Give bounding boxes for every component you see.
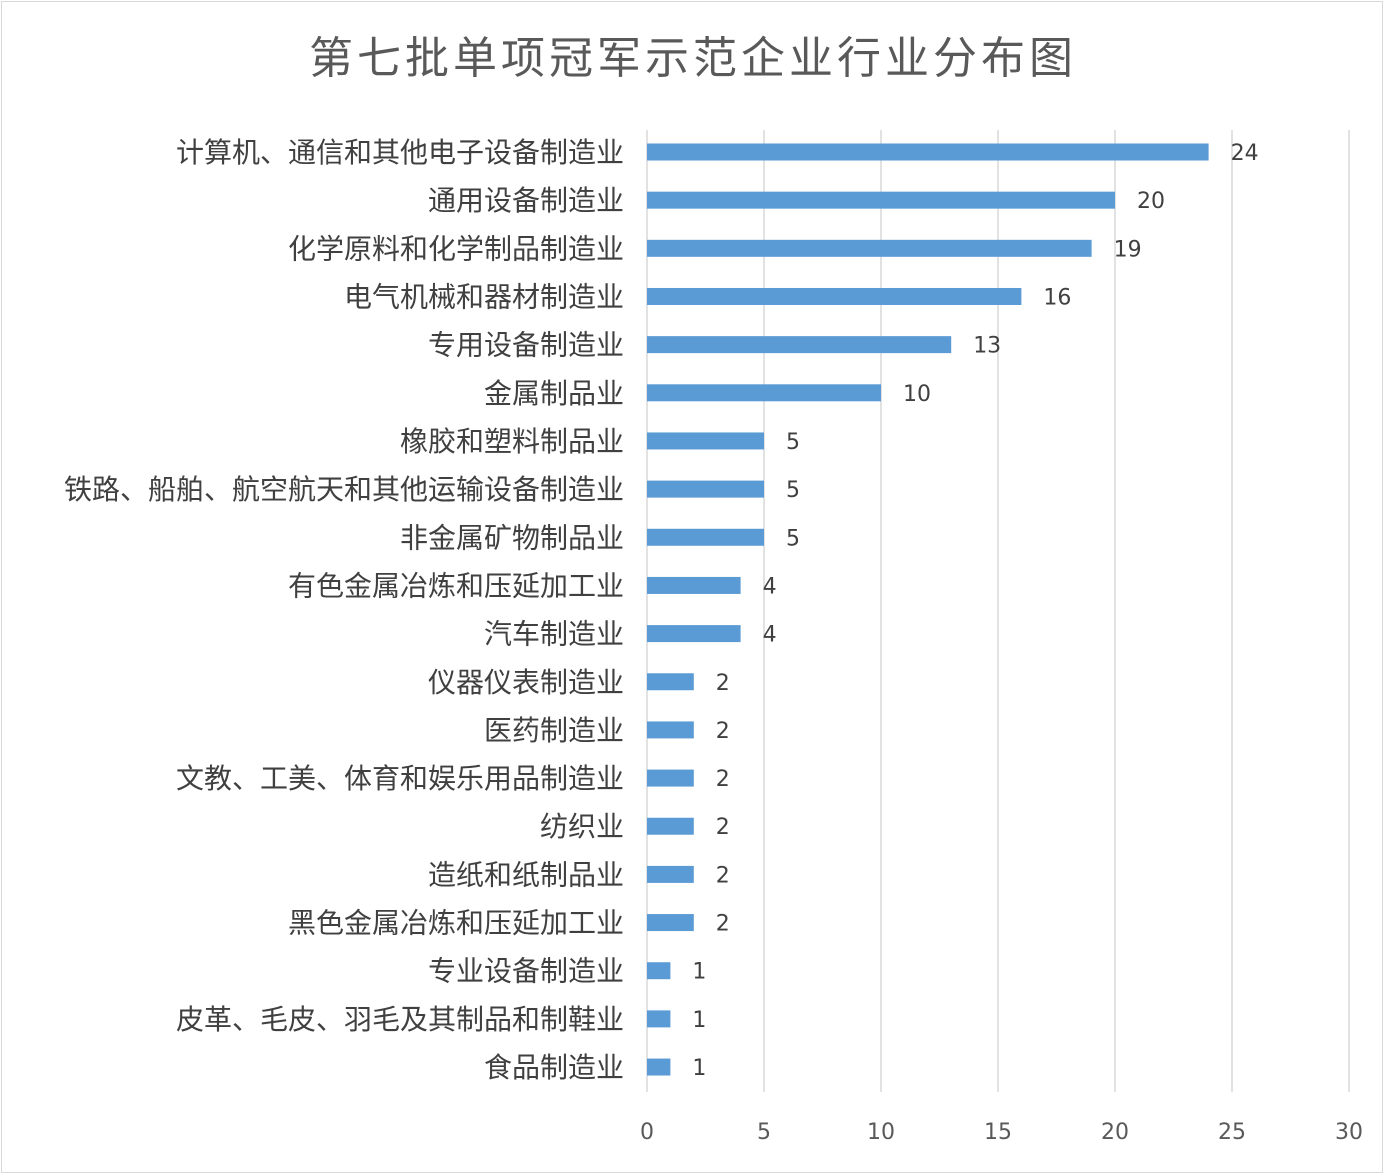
data-label: 2 [716,912,730,937]
category-label: 橡胶和塑料制品业 [400,425,624,458]
bar [647,528,764,546]
data-label: 2 [716,767,730,792]
category-label: 计算机、通信和其他电子设备制造业 [176,136,624,169]
data-label: 1 [692,1056,706,1081]
data-label: 5 [786,478,800,503]
bar [647,673,694,691]
category-label: 文教、工美、体育和娱乐用品制造业 [176,762,624,795]
data-label: 16 [1043,285,1071,310]
x-tick-label: 10 [867,1120,895,1145]
bar [647,1058,671,1076]
data-label: 4 [763,623,777,648]
bar [647,962,671,980]
category-label: 食品制造业 [484,1051,624,1084]
category-label: 电气机械和器材制造业 [344,280,624,313]
data-label: 5 [786,526,800,551]
x-tick-label: 20 [1101,1120,1129,1145]
chart-title: 第七批单项冠军示范企业行业分布图 [309,33,1077,84]
data-label: 10 [903,382,931,407]
data-label: 2 [716,863,730,888]
category-label: 汽车制造业 [484,618,624,651]
data-label: 20 [1137,189,1165,214]
category-label: 非金属矿物制品业 [400,521,624,554]
bar [647,336,952,354]
x-tick-label: 5 [757,1120,771,1145]
bar [647,1010,671,1028]
bar [647,817,694,835]
category-label: 通用设备制造业 [428,184,624,217]
category-label: 纺织业 [540,810,624,843]
bar [647,191,1115,209]
bar [647,480,764,498]
data-label: 1 [692,1008,706,1033]
bar [647,239,1092,257]
data-label: 2 [716,815,730,840]
category-label: 医药制造业 [484,714,624,747]
category-label: 化学原料和化学制品制造业 [288,232,624,265]
data-label: 2 [716,671,730,696]
x-tick-label: 25 [1218,1120,1246,1145]
category-label: 皮革、毛皮、羽毛及其制品和制鞋业 [176,1003,624,1036]
category-label: 黑色金属冶炼和压延加工业 [288,907,624,940]
bar [647,769,694,787]
category-label: 专用设备制造业 [428,329,624,362]
data-label: 24 [1231,141,1259,166]
bar [647,914,694,932]
category-label: 专业设备制造业 [428,955,624,988]
bar [647,576,741,594]
category-label: 造纸和纸制品业 [428,858,624,891]
category-label: 铁路、船舶、航空航天和其他运输设备制造业 [64,473,624,506]
data-label: 5 [786,430,800,455]
bar [647,625,741,643]
bar [647,143,1209,161]
data-label: 2 [716,719,730,744]
category-label: 仪器仪表制造业 [428,666,624,699]
category-label: 有色金属冶炼和压延加工业 [288,569,624,602]
bar [647,384,881,402]
x-tick-label: 15 [984,1120,1012,1145]
bar [647,432,764,450]
x-tick-label: 0 [640,1120,654,1145]
x-tick-label: 30 [1335,1120,1363,1145]
gridlines [646,130,1350,1092]
data-label: 1 [692,960,706,985]
bar [647,287,1022,305]
data-label: 13 [973,334,1001,359]
bars [647,143,1209,1076]
bar [647,721,694,739]
data-label: 19 [1114,237,1142,262]
bar [647,865,694,883]
data-label: 4 [763,574,777,599]
category-label: 金属制品业 [484,377,624,410]
